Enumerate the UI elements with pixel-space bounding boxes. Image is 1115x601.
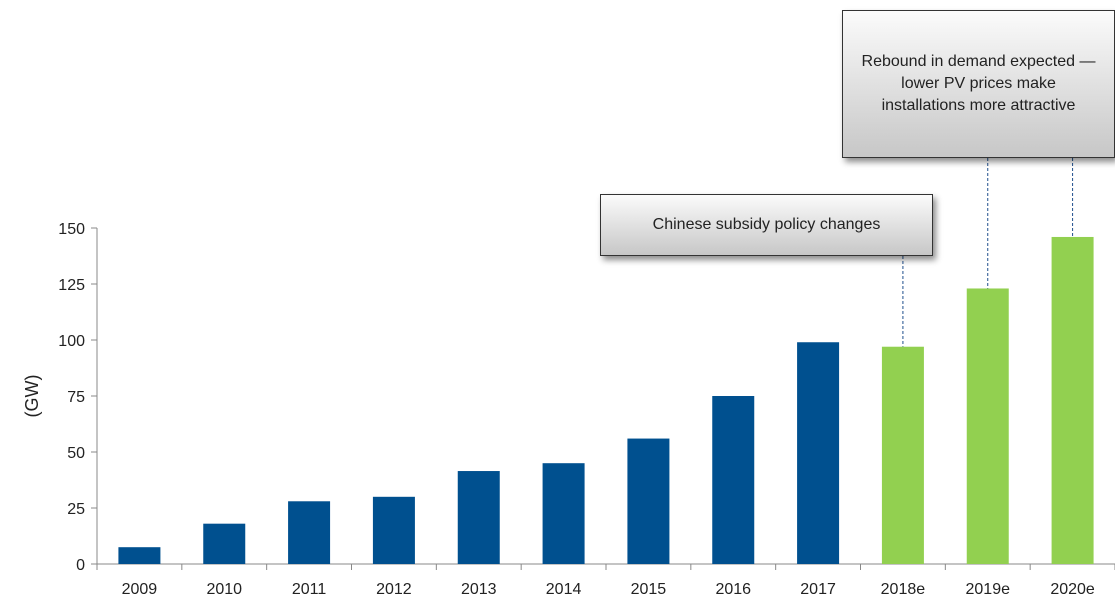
x-axis	[96, 563, 1115, 570]
x-tick-label: 2012	[376, 581, 412, 598]
y-tick-labels: 0 25 50 75 100 125 150	[58, 221, 85, 574]
bar-2014	[542, 463, 585, 564]
bar-2013	[457, 471, 500, 564]
bar-2018e	[881, 346, 924, 564]
bar-2015	[627, 438, 670, 564]
annotation-subsidy-policy: Chinese subsidy policy changes	[600, 194, 933, 256]
bar-2010	[203, 523, 246, 564]
bar-2011	[288, 501, 331, 564]
y-tick-label: 0	[76, 557, 85, 574]
annotation-demand-rebound: Rebound in demand expected — lower PV pr…	[842, 10, 1115, 158]
x-tick-labels: 2009 2010 2011 2012 2013 2014 2015 2016 2017 2018…	[122, 581, 1095, 598]
y-axis-label: (GW)	[22, 375, 42, 418]
x-tick-label: 2015	[631, 581, 667, 598]
y-axis	[91, 227, 98, 565]
y-tick-label: 75	[67, 389, 85, 406]
x-tick-label: 2010	[206, 581, 242, 598]
annotation-subsidy-policy-text: Chinese subsidy policy changes	[652, 216, 881, 233]
x-tick-label: 2018e	[881, 581, 926, 598]
y-tick-label: 25	[67, 501, 85, 518]
y-tick-label: 50	[67, 445, 85, 462]
x-tick-label: 2013	[461, 581, 497, 598]
x-tick-label: 2020e	[1050, 581, 1095, 598]
bar-2017	[797, 342, 840, 564]
x-tick-label: 2019e	[966, 581, 1011, 598]
x-tick-label: 2017	[800, 581, 836, 598]
annotation-demand-rebound-text: Rebound in demand expected — lower PV pr…	[861, 53, 1096, 114]
x-tick-label: 2014	[546, 581, 582, 598]
x-tick-label: 2011	[292, 581, 327, 598]
x-tick-label: 2009	[122, 581, 158, 598]
y-tick-label: 150	[58, 221, 85, 238]
bar-2016	[712, 396, 755, 564]
bars	[118, 236, 1094, 564]
x-tick-label: 2016	[715, 581, 751, 598]
bar-2012	[372, 496, 415, 564]
callout-connectors	[902, 158, 1074, 347]
y-tick-label: 100	[58, 333, 85, 350]
bar-2019e	[966, 288, 1009, 564]
bar-2009	[118, 547, 161, 564]
bar-2020e	[1051, 236, 1094, 564]
y-tick-label: 125	[58, 277, 85, 294]
